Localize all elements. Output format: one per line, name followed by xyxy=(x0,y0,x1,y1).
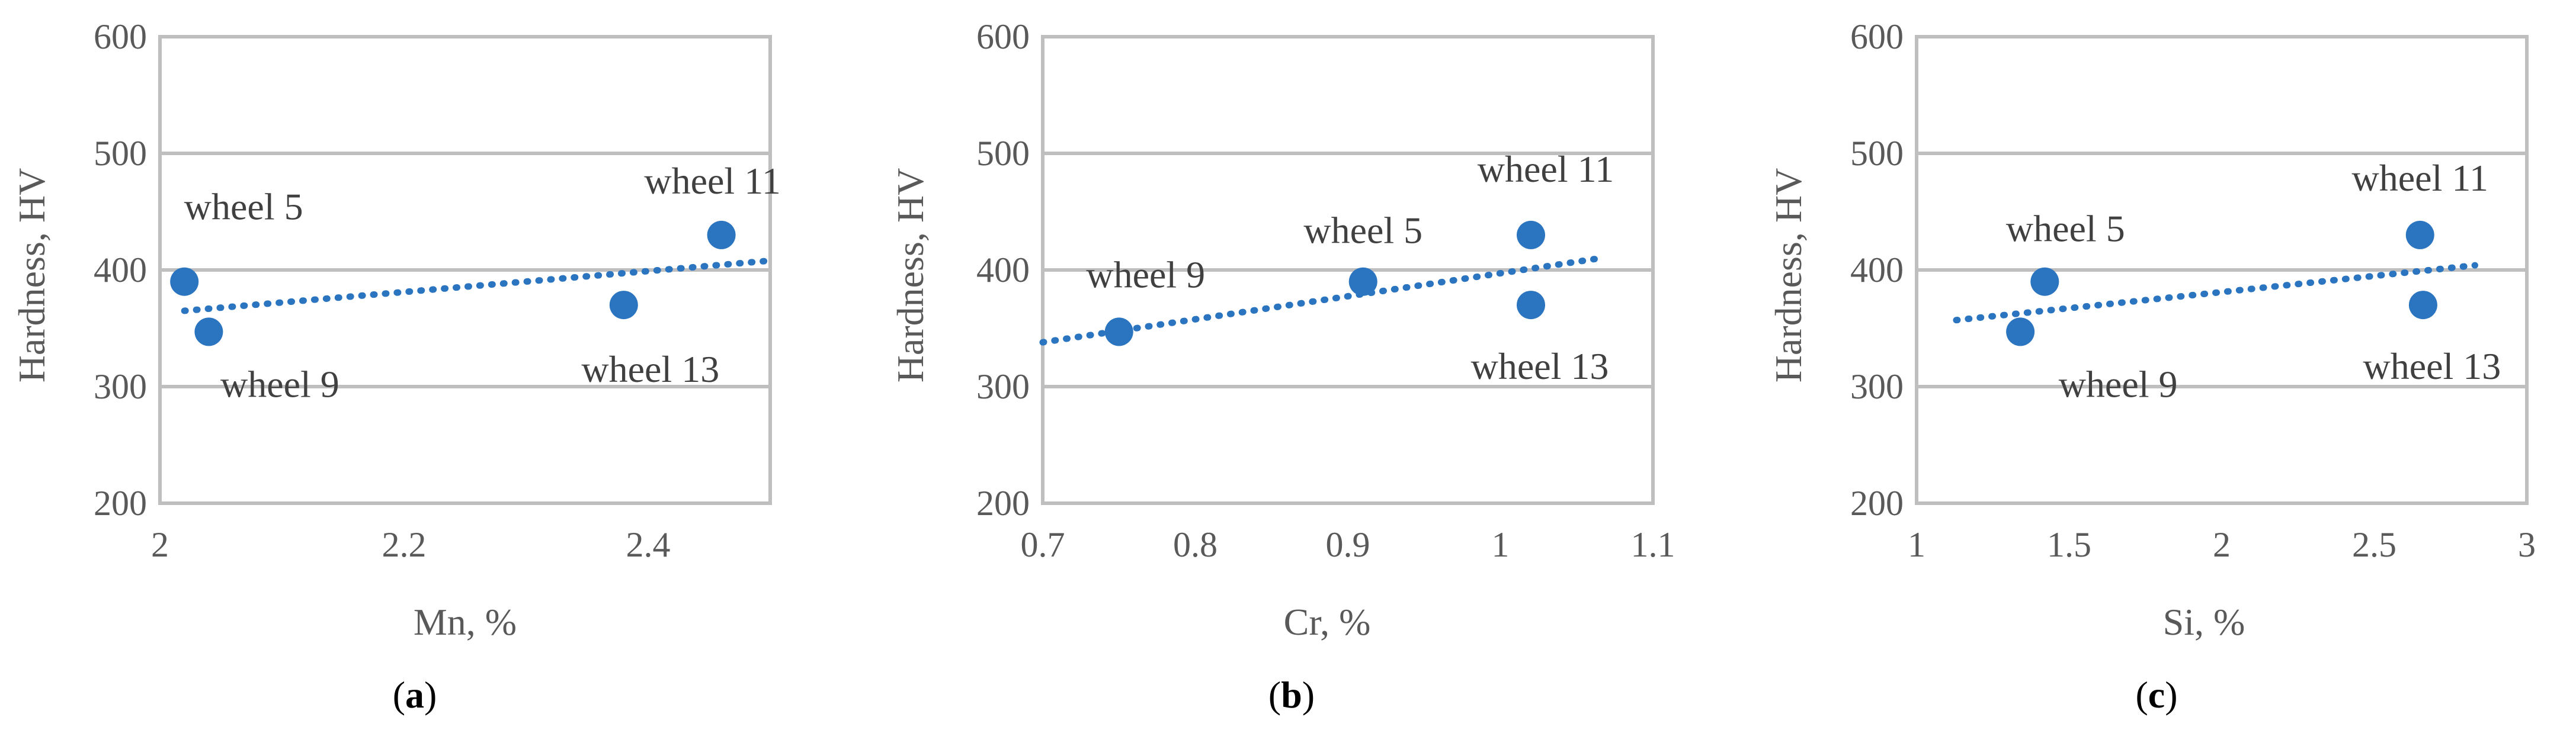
panel-a-label-wheel-13: wheel 13 xyxy=(581,348,719,390)
panel-a-ytick-300: 300 xyxy=(94,367,147,406)
panel-b-ytick-600: 600 xyxy=(976,17,1030,56)
panel-b-label-wheel-9: wheel 9 xyxy=(1086,253,1205,295)
panel-c-xtick-1.5: 1.5 xyxy=(2047,525,2091,564)
panel-c-point-wheel-9 xyxy=(2006,317,2035,346)
panel-b-ylabel: Hardness, HV xyxy=(889,168,931,383)
panel-c-trendline xyxy=(1953,262,2478,324)
panel-b-label-wheel-11: wheel 11 xyxy=(1478,148,1614,190)
panel-c-xticks: 1 1.5 2 2.5 3 xyxy=(1908,525,2536,564)
panel-c-point-wheel-13 xyxy=(2408,291,2437,320)
panel-b-trendline xyxy=(1039,255,1603,346)
panel-b-yticks: 200 300 400 500 600 xyxy=(976,17,1030,523)
panel-b-caption-letter: b xyxy=(1281,674,1302,716)
panel-b-xticks: 0.7 0.8 0.9 1 1.1 xyxy=(1021,525,1675,564)
panel-b-point-wheel-11 xyxy=(1517,220,1545,249)
panel-c-label-wheel-5: wheel 5 xyxy=(2006,208,2125,250)
panel-a-trendline xyxy=(181,257,774,314)
panel-c-xlabel: Si, % xyxy=(2163,601,2245,643)
panel-b-points: wheel 5 wheel 9 wheel 11 wheel 13 xyxy=(1086,148,1614,387)
panel-a-point-wheel-13 xyxy=(609,291,638,320)
panel-a-ytick-500: 500 xyxy=(94,134,147,173)
panel-a-label-wheel-11: wheel 11 xyxy=(644,160,780,202)
panel-c-point-wheel-5 xyxy=(2030,267,2059,296)
panel-b-xtick-0.8: 0.8 xyxy=(1173,525,1217,564)
panel-b-frame xyxy=(1041,35,1655,505)
panel-b-caption: (b) xyxy=(1268,674,1315,716)
panel-c-xtick-2: 2 xyxy=(2213,525,2231,564)
panel-b-point-wheel-5 xyxy=(1348,267,1377,296)
panel-c-xtick-1: 1 xyxy=(1908,525,1925,564)
panel-a-yticks: 200 300 400 500 600 xyxy=(94,17,147,523)
panel-b-ytick-400: 400 xyxy=(976,250,1030,290)
panel-a-xtick-2: 2 xyxy=(151,525,169,564)
panel-a-ytick-400: 400 xyxy=(94,250,147,290)
panel-c-ytick-300: 300 xyxy=(1850,367,1904,406)
panel-c-grid xyxy=(1917,35,2527,505)
panel-b-ytick-200: 200 xyxy=(976,484,1030,523)
panel-c-point-wheel-11 xyxy=(2405,220,2434,249)
panel-c-label-wheel-11: wheel 11 xyxy=(2352,157,2488,199)
panel-a-xtick-2.4: 2.4 xyxy=(626,525,671,564)
panel-a-ytick-200: 200 xyxy=(94,484,147,523)
panel-c-frame xyxy=(1915,35,2529,505)
panel-a-xticks: 2 2.2 2.4 xyxy=(151,525,671,564)
panel-b-label-wheel-13: wheel 13 xyxy=(1471,345,1609,387)
panel-a-label-wheel-9: wheel 9 xyxy=(220,363,339,405)
panel-c-ytick-400: 400 xyxy=(1850,250,1904,290)
panel-a-label-wheel-5: wheel 5 xyxy=(184,186,303,228)
panel-c-xtick-2.5: 2.5 xyxy=(2352,525,2396,564)
panel-c-caption-letter: c xyxy=(2148,674,2165,716)
panel-c-ytick-600: 600 xyxy=(1850,17,1904,56)
panel-c: 200 300 400 500 600 1 1.5 2 2.5 3 wheel 5 wheel 9… xyxy=(1767,17,2536,716)
panel-a-ylabel: Hardness, HV xyxy=(11,168,53,383)
panel-a-ytick-600: 600 xyxy=(94,17,147,56)
panel-c-ytick-500: 500 xyxy=(1850,134,1904,173)
panel-a-caption: (a) xyxy=(393,674,437,716)
panel-c-points: wheel 5 wheel 9 wheel 11 wheel 13 xyxy=(2006,157,2501,406)
panel-b-label-wheel-5: wheel 5 xyxy=(1303,210,1422,252)
panel-a-frame xyxy=(158,35,772,505)
panel-b-point-wheel-9 xyxy=(1104,317,1133,346)
panel-b-ytick-300: 300 xyxy=(976,367,1030,406)
panel-c-ylabel: Hardness, HV xyxy=(1767,168,1809,383)
panel-a-points: wheel 5 wheel 9 wheel 11 wheel 13 xyxy=(170,160,781,405)
panel-c-ytick-200: 200 xyxy=(1850,484,1904,523)
panel-a-caption-letter: a xyxy=(405,674,424,716)
panel-a-point-wheel-11 xyxy=(707,220,736,249)
panel-c-label-wheel-13: wheel 13 xyxy=(2363,345,2501,387)
panel-c-caption: (c) xyxy=(2135,674,2177,716)
panel-b-ytick-500: 500 xyxy=(976,134,1030,173)
panel-c-yticks: 200 300 400 500 600 xyxy=(1850,17,1904,523)
panel-b-point-wheel-13 xyxy=(1517,291,1545,320)
panel-a-point-wheel-9 xyxy=(194,317,223,346)
panel-b-xtick-1: 1 xyxy=(1492,525,1510,564)
panel-a-point-wheel-5 xyxy=(170,267,199,296)
panel-a-xlabel: Mn, % xyxy=(414,601,517,643)
panel-c-label-wheel-9: wheel 9 xyxy=(2059,363,2178,405)
panel-a-xtick-2.2: 2.2 xyxy=(382,525,427,564)
panel-b-xtick-0.7: 0.7 xyxy=(1021,525,1065,564)
panel-b-xtick-1.1: 1.1 xyxy=(1631,525,1675,564)
panel-c-xtick-3: 3 xyxy=(2518,525,2536,564)
panel-b-xtick-0.9: 0.9 xyxy=(1326,525,1370,564)
panel-b-xlabel: Cr, % xyxy=(1284,601,1371,643)
